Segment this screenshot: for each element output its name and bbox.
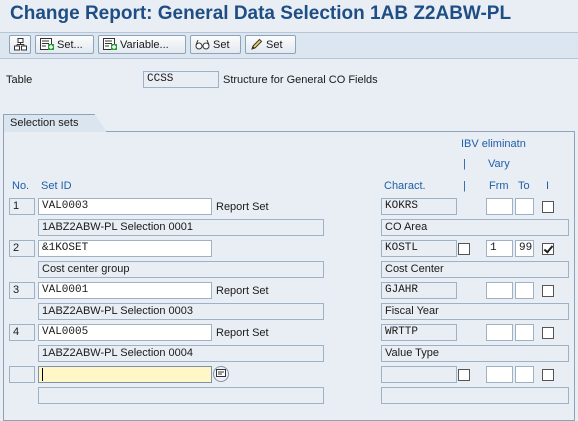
row-4-frm-input[interactable] [486, 324, 513, 341]
table-field: CCSS [143, 71, 219, 88]
ibv-header: IBV eliminatn [461, 138, 526, 150]
row-4-set-id-input[interactable]: VAL0005 [38, 324, 212, 341]
variable-button[interactable]: Variable... [98, 35, 186, 54]
row-4-description: 1ABZ2ABW-PL Selection 0004 [38, 345, 324, 362]
row-1-type: Report Set [216, 201, 269, 213]
row-2-charact: KOSTL [381, 240, 457, 257]
set-button[interactable]: Set... [35, 35, 94, 54]
row-2-set-id-input[interactable]: &1KOSET [38, 240, 212, 257]
charact-header: Charact. [384, 180, 426, 192]
text-cursor [42, 368, 43, 381]
set-button-label: Set... [57, 38, 83, 51]
pencil-icon [250, 38, 263, 51]
row-1-i-checkbox[interactable] [542, 201, 554, 213]
row-2-charact-description: Cost Center [381, 261, 569, 278]
row-3-set-id-input[interactable]: VAL0001 [38, 282, 212, 299]
set-id-header: Set ID [41, 180, 72, 192]
hierarchy-icon [14, 38, 27, 51]
row-5-description [38, 387, 324, 404]
row-3-frm-input[interactable] [486, 282, 513, 299]
row-2-frm-input[interactable]: 1 [486, 240, 513, 257]
row-2-description: Cost center group [38, 261, 324, 278]
row-3-i-checkbox[interactable] [542, 285, 554, 297]
row-2-no: 2 [9, 240, 35, 257]
selection-sets-title: Selection sets [3, 114, 107, 132]
table-label: Table [6, 74, 33, 86]
variable-button-label: Variable... [120, 38, 169, 51]
row-5-to-input[interactable] [515, 366, 534, 383]
display-set-label: Set [213, 38, 230, 51]
row-2-ibv-checkbox[interactable] [458, 243, 470, 255]
row-5-value-help-button[interactable] [213, 366, 229, 382]
row-1-description: 1ABZ2ABW-PL Selection 0001 [38, 219, 324, 236]
row-4-charact: WRTTP [381, 324, 457, 341]
row-3-charact-description: Fiscal Year [381, 303, 569, 320]
vary-header: Vary [488, 158, 510, 170]
row-3-description: 1ABZ2ABW-PL Selection 0003 [38, 303, 324, 320]
row-5-no [9, 366, 35, 383]
change-set-button[interactable]: Set [245, 35, 296, 54]
row-2-i-checkbox[interactable] [542, 243, 554, 255]
row-3-charact: GJAHR [381, 282, 457, 299]
change-set-label: Set [266, 38, 283, 51]
row-4-no: 4 [9, 324, 35, 341]
row-3-no: 3 [9, 282, 35, 299]
ibv-bar-bottom: | [463, 180, 466, 192]
frm-header: Frm [489, 180, 509, 192]
create-set-icon [40, 38, 54, 51]
row-5-charact-description [381, 387, 569, 404]
to-header: To [518, 180, 530, 192]
row-3-to-input[interactable] [515, 282, 534, 299]
i-header: I [546, 180, 550, 192]
display-set-button[interactable]: Set [190, 35, 241, 54]
row-4-type: Report Set [216, 327, 269, 339]
row-5-set-id-input[interactable] [38, 366, 212, 383]
page-title: Change Report: General Data Selection 1A… [10, 3, 512, 24]
row-5-i-checkbox[interactable] [542, 369, 554, 381]
row-1-to-input[interactable] [515, 198, 534, 215]
row-5-ibv-checkbox[interactable] [458, 369, 470, 381]
row-1-charact-description: CO Area [381, 219, 569, 236]
row-1-frm-input[interactable] [486, 198, 513, 215]
row-4-i-checkbox[interactable] [542, 327, 554, 339]
create-variable-icon [103, 38, 117, 51]
row-1-charact: KOKRS [381, 198, 457, 215]
row-2-to-input[interactable]: 99 [515, 240, 534, 257]
value-help-icon [216, 368, 226, 380]
no-header: No. [12, 180, 30, 192]
row-5-frm-input[interactable] [486, 366, 513, 383]
glasses-icon [195, 39, 210, 51]
row-1-no: 1 [9, 198, 35, 215]
table-description: Structure for General CO Fields [223, 74, 378, 86]
row-3-type: Report Set [216, 285, 269, 297]
row-4-to-input[interactable] [515, 324, 534, 341]
row-5-charact [381, 366, 457, 383]
row-1-set-id-input[interactable]: VAL0003 [38, 198, 212, 215]
hierarchy-button[interactable] [9, 35, 31, 54]
ibv-bar-top: | [463, 158, 466, 170]
row-4-charact-description: Value Type [381, 345, 569, 362]
application-toolbar: Set... Variable... Set Set [0, 32, 578, 59]
